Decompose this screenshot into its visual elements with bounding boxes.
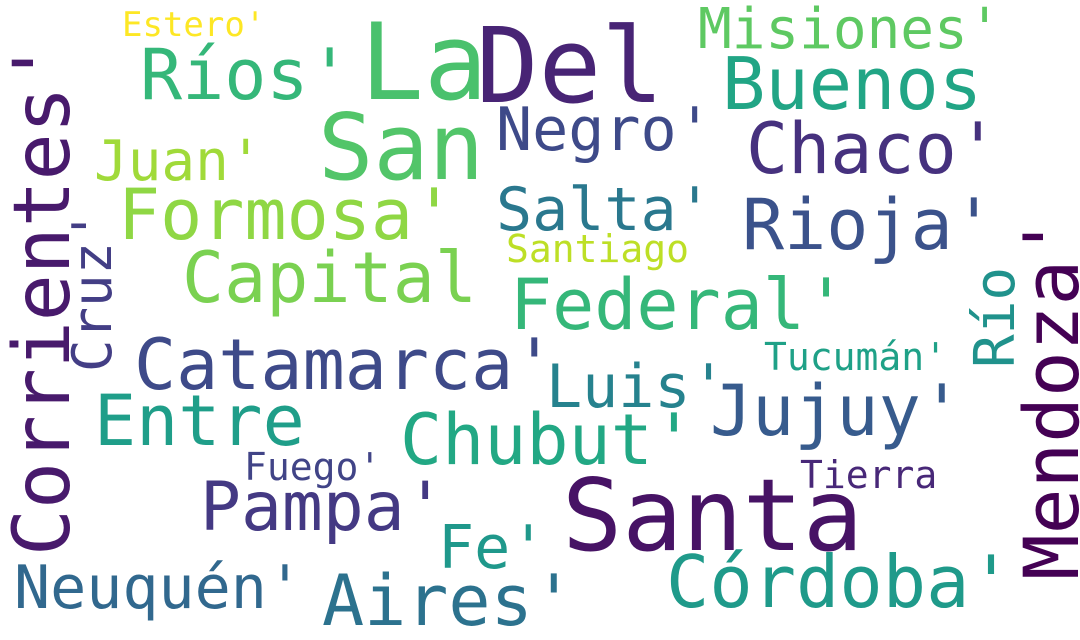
word-santa: Santa bbox=[562, 457, 864, 574]
word-pampa: Pampa' bbox=[200, 468, 446, 547]
word-catamarca: Catamarca' bbox=[134, 324, 556, 406]
word-mendoza: Mendoza' bbox=[1007, 213, 1080, 580]
word-luis: Luis' bbox=[546, 352, 727, 422]
word-negro: Negro' bbox=[496, 95, 713, 165]
word-rios: Ríos' bbox=[140, 34, 351, 116]
word-aires: Aires' bbox=[322, 560, 575, 640]
word-rioja: Rioja' bbox=[742, 184, 995, 266]
word-misiones: Misiones' bbox=[698, 0, 1002, 62]
word-chaco: Chaco' bbox=[746, 108, 999, 190]
word-san: San bbox=[318, 94, 485, 201]
word-cordoba: Córdoba' bbox=[666, 540, 1013, 624]
word-formosa: Formosa' bbox=[118, 174, 456, 256]
word-fuego: Fuego' bbox=[244, 445, 382, 489]
word-fe: Fe' bbox=[438, 513, 547, 583]
word-del: Del bbox=[476, 5, 664, 127]
word-tierra: Tierra bbox=[800, 453, 938, 497]
word-buenos: Buenos bbox=[722, 42, 983, 126]
word-jujuy: Jujuy' bbox=[710, 370, 963, 452]
word-estero: Estero' bbox=[122, 5, 266, 45]
word-chubut: Chubut' bbox=[400, 399, 696, 481]
word-santiago: Santiago bbox=[506, 227, 690, 271]
word-capital: Capital bbox=[182, 237, 478, 319]
word-cruz: Cruz' bbox=[61, 209, 124, 372]
word-tucuman: Tucumán' bbox=[764, 335, 948, 379]
word-salta: Salta' bbox=[496, 175, 713, 245]
word-juan: Juan' bbox=[94, 129, 263, 194]
word-federal: Federal' bbox=[510, 264, 848, 346]
word-neuquen: Neuquén' bbox=[14, 553, 303, 623]
word-entre: Entre bbox=[94, 380, 305, 462]
word-la: La bbox=[360, 1, 488, 124]
